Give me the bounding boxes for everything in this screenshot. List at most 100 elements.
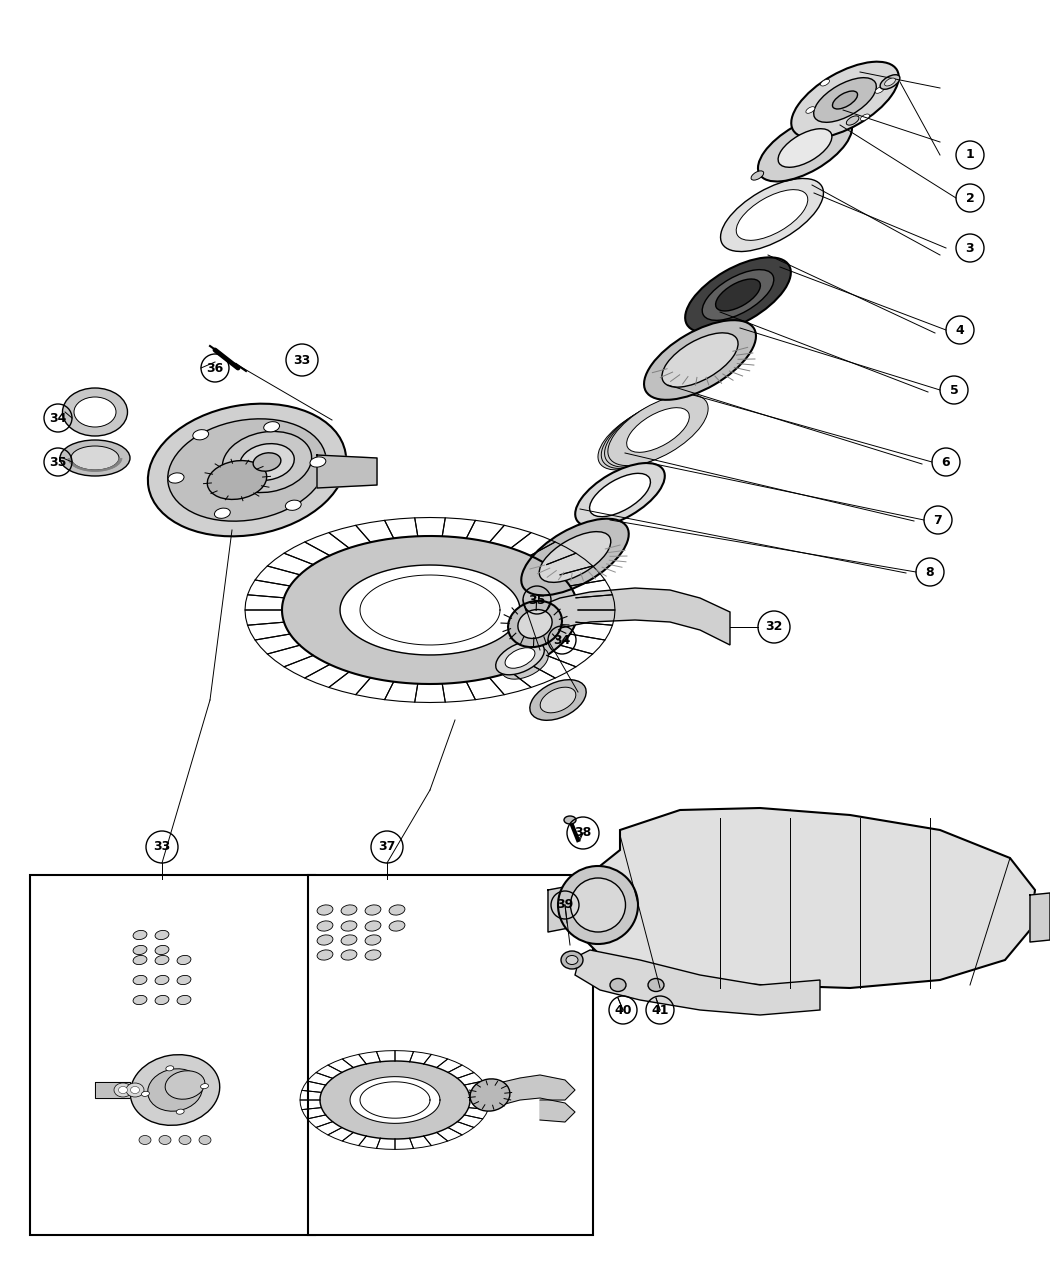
Polygon shape xyxy=(317,455,377,488)
Polygon shape xyxy=(1030,892,1050,942)
Polygon shape xyxy=(582,808,1035,988)
Ellipse shape xyxy=(341,950,357,960)
Ellipse shape xyxy=(686,258,791,333)
Polygon shape xyxy=(530,588,730,645)
Ellipse shape xyxy=(820,79,830,85)
Ellipse shape xyxy=(805,107,815,113)
Polygon shape xyxy=(282,536,578,683)
Ellipse shape xyxy=(833,91,858,108)
Ellipse shape xyxy=(166,1066,173,1071)
Ellipse shape xyxy=(720,179,823,251)
Text: 36: 36 xyxy=(207,362,224,375)
Ellipse shape xyxy=(177,955,191,965)
Ellipse shape xyxy=(608,394,708,465)
Ellipse shape xyxy=(177,975,191,984)
Ellipse shape xyxy=(390,921,405,931)
Text: 34: 34 xyxy=(49,412,67,425)
Ellipse shape xyxy=(178,1136,191,1145)
Ellipse shape xyxy=(63,388,127,436)
Text: 33: 33 xyxy=(153,840,170,853)
Ellipse shape xyxy=(133,955,147,965)
Ellipse shape xyxy=(223,431,312,492)
Ellipse shape xyxy=(133,975,147,984)
Ellipse shape xyxy=(470,1079,510,1111)
Ellipse shape xyxy=(200,1136,211,1145)
Ellipse shape xyxy=(564,816,576,824)
Ellipse shape xyxy=(214,509,230,519)
Ellipse shape xyxy=(74,397,116,427)
Ellipse shape xyxy=(148,1068,203,1112)
Ellipse shape xyxy=(133,996,147,1005)
Text: 4: 4 xyxy=(956,324,964,337)
Text: 41: 41 xyxy=(651,1003,669,1016)
Ellipse shape xyxy=(589,473,650,516)
Ellipse shape xyxy=(71,446,119,470)
Ellipse shape xyxy=(159,1136,171,1145)
Polygon shape xyxy=(548,878,612,932)
Ellipse shape xyxy=(566,955,578,964)
Text: 33: 33 xyxy=(293,353,311,366)
Ellipse shape xyxy=(130,1086,140,1094)
Ellipse shape xyxy=(155,945,169,955)
Ellipse shape xyxy=(365,905,381,915)
Ellipse shape xyxy=(264,422,279,432)
Ellipse shape xyxy=(884,78,896,85)
Text: 35: 35 xyxy=(528,593,546,607)
Ellipse shape xyxy=(168,419,327,521)
Text: 2: 2 xyxy=(966,191,974,204)
Ellipse shape xyxy=(644,320,756,400)
Ellipse shape xyxy=(508,601,562,648)
Ellipse shape xyxy=(662,333,738,388)
Ellipse shape xyxy=(365,921,381,931)
Ellipse shape xyxy=(317,950,333,960)
Ellipse shape xyxy=(778,129,832,167)
Ellipse shape xyxy=(317,935,333,945)
Ellipse shape xyxy=(751,171,763,180)
Polygon shape xyxy=(94,1082,130,1098)
Ellipse shape xyxy=(648,978,664,992)
Ellipse shape xyxy=(317,921,333,931)
Ellipse shape xyxy=(627,408,690,453)
Ellipse shape xyxy=(253,453,281,472)
Ellipse shape xyxy=(880,75,900,89)
Text: 1: 1 xyxy=(966,148,974,162)
Ellipse shape xyxy=(540,687,575,713)
Ellipse shape xyxy=(139,1136,151,1145)
Ellipse shape xyxy=(155,931,169,940)
Ellipse shape xyxy=(130,1054,219,1126)
Ellipse shape xyxy=(610,978,626,992)
Ellipse shape xyxy=(155,955,169,965)
Ellipse shape xyxy=(390,905,405,915)
Text: 3: 3 xyxy=(966,241,974,255)
Ellipse shape xyxy=(155,996,169,1005)
Text: 35: 35 xyxy=(49,455,67,468)
Text: 6: 6 xyxy=(942,455,950,468)
Ellipse shape xyxy=(540,532,611,583)
Ellipse shape xyxy=(505,648,534,668)
Ellipse shape xyxy=(597,403,693,470)
Ellipse shape xyxy=(496,641,544,674)
Ellipse shape xyxy=(177,996,191,1005)
Text: 32: 32 xyxy=(765,621,782,634)
Text: 37: 37 xyxy=(378,840,396,853)
Ellipse shape xyxy=(521,519,629,595)
Polygon shape xyxy=(320,1061,470,1139)
Polygon shape xyxy=(360,1081,430,1118)
Ellipse shape xyxy=(814,78,877,122)
Ellipse shape xyxy=(341,921,357,931)
Ellipse shape xyxy=(165,1071,205,1099)
Text: 5: 5 xyxy=(949,384,959,397)
Ellipse shape xyxy=(530,680,586,720)
Ellipse shape xyxy=(605,397,704,467)
Ellipse shape xyxy=(239,444,294,481)
Text: 40: 40 xyxy=(614,1003,632,1016)
Ellipse shape xyxy=(736,190,807,241)
Ellipse shape xyxy=(317,905,333,915)
Ellipse shape xyxy=(119,1086,127,1094)
Ellipse shape xyxy=(148,404,346,537)
Ellipse shape xyxy=(702,269,774,320)
Ellipse shape xyxy=(341,905,357,915)
Ellipse shape xyxy=(133,931,147,940)
Ellipse shape xyxy=(561,951,583,969)
Ellipse shape xyxy=(207,460,267,500)
